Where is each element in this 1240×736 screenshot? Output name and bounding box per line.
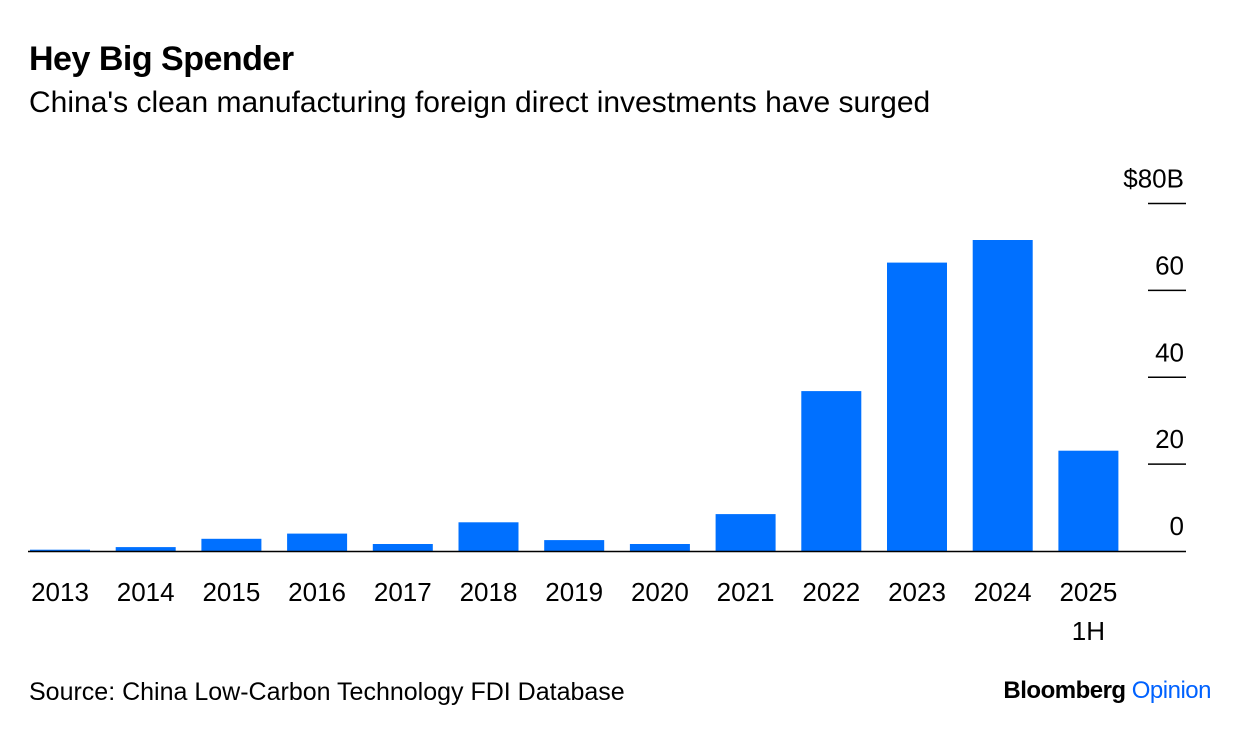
bar-2025 — [1058, 450, 1119, 551]
bar-2020 — [629, 544, 690, 551]
bar-2016 — [287, 533, 348, 551]
y-tick-label-20: 20 — [1155, 424, 1184, 454]
y-tick-label-60: 60 — [1155, 250, 1184, 280]
x-tick-sublabel-2025: 1H — [1072, 616, 1105, 646]
bar-2019 — [544, 540, 605, 551]
bar-2014 — [115, 547, 176, 551]
x-tick-label-2024: 2024 — [974, 577, 1032, 607]
brand-primary: Bloomberg — [1003, 677, 1126, 704]
brand-secondary: Opinion — [1131, 677, 1212, 704]
x-tick-label-2025: 2025 — [1059, 577, 1117, 607]
bar-2018 — [458, 522, 519, 551]
chart-title: Hey Big Spender — [29, 40, 294, 78]
chart-subtitle: China's clean manufacturing foreign dire… — [29, 86, 931, 119]
bar-chart: 0 20 40 60 $80B 2013 2014 2015 2016 2017 2018 2019 2… — [28, 164, 1186, 646]
y-tick-label-0: 0 — [1170, 511, 1184, 541]
bar-2015 — [201, 538, 262, 551]
y-tick-label-40: 40 — [1155, 337, 1184, 367]
source-note: Source: China Low-Carbon Technology FDI … — [29, 678, 625, 706]
bar-2017 — [372, 544, 433, 551]
y-tick-label-80: $80B — [1123, 164, 1184, 194]
bar-2023 — [887, 262, 947, 551]
x-tick-label-2018: 2018 — [460, 577, 518, 607]
x-tick-label-2016: 2016 — [288, 577, 346, 607]
x-tick-label-2015: 2015 — [202, 577, 260, 607]
bar-2022 — [801, 391, 862, 551]
bar-2021 — [715, 514, 776, 551]
x-tick-label-2022: 2022 — [802, 577, 860, 607]
x-tick-label-2013: 2013 — [31, 577, 89, 607]
x-tick-label-2023: 2023 — [888, 577, 946, 607]
brand-logo: Bloomberg Opinion — [1003, 677, 1211, 705]
x-tick-label-2014: 2014 — [117, 577, 175, 607]
x-tick-label-2017: 2017 — [374, 577, 432, 607]
x-tick-label-2020: 2020 — [631, 577, 689, 607]
x-tick-label-2021: 2021 — [717, 577, 775, 607]
bar-2013 — [30, 549, 90, 551]
x-tick-label-2019: 2019 — [545, 577, 603, 607]
bar-2024 — [972, 240, 1033, 551]
